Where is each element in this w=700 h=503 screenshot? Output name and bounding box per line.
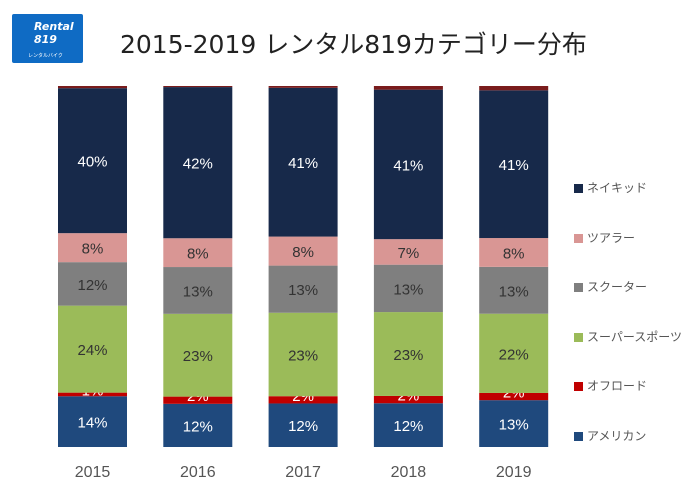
data-label: 41%: [499, 157, 529, 174]
bar-segment: [479, 90, 549, 239]
data-label: 13%: [499, 417, 529, 434]
legend-label: スクーター: [587, 280, 648, 294]
data-label: 12%: [288, 418, 318, 435]
bar-segment: [373, 239, 443, 265]
data-label: 42%: [183, 156, 213, 173]
data-label: 12%: [77, 277, 107, 294]
data-label: 41%: [393, 157, 423, 174]
data-label: 7%: [398, 245, 420, 262]
bar-segment: [268, 403, 338, 447]
data-label: 41%: [288, 155, 318, 172]
bar-segment: [58, 262, 127, 306]
bar-segment: [163, 87, 233, 239]
bar-segment: [163, 403, 233, 447]
brand-logo: Rental 819 レンタルバイク: [12, 14, 83, 63]
legend-item: スクーター: [574, 278, 647, 295]
bar-segment: [163, 267, 233, 314]
data-label: 24%: [77, 342, 107, 359]
bar-segment: [479, 86, 549, 91]
bar-segment: [58, 233, 127, 263]
x-tick-label: 2016: [180, 464, 216, 481]
bar-segment: [373, 395, 443, 404]
data-label: 8%: [503, 245, 525, 262]
legend-label: アメリカン: [587, 428, 647, 443]
data-label: 13%: [499, 283, 529, 300]
bar-segment: [373, 312, 443, 396]
data-label: 8%: [82, 241, 104, 258]
legend-swatch: [574, 233, 583, 243]
bar-segment: [58, 305, 127, 393]
data-label: 13%: [288, 282, 318, 299]
x-tick-label: 2018: [391, 464, 427, 481]
legend-label: オフロード: [587, 379, 648, 393]
data-label: 13%: [183, 283, 213, 300]
bar-segment: [479, 266, 549, 314]
legend-item: ツアラー: [574, 229, 635, 246]
legend-label: スーパースポーツ: [587, 329, 683, 344]
bar-segment: [479, 238, 549, 267]
bar-segment: [479, 400, 549, 447]
legend-swatch: [574, 332, 583, 342]
data-label: 12%: [183, 418, 213, 435]
bar-segment: [373, 403, 443, 447]
bar-segment: [479, 313, 549, 393]
legend-item: アメリカン: [574, 427, 646, 444]
bar-segment: [373, 89, 443, 240]
data-label: 23%: [183, 348, 213, 365]
bar-segment: [268, 312, 338, 397]
x-tick-label: 2017: [285, 464, 321, 481]
legend-label: ツアラー: [587, 230, 636, 245]
bar-segment: [58, 396, 127, 447]
legend-item: スーパースポーツ: [574, 328, 682, 345]
data-label: 14%: [77, 415, 107, 432]
data-label: 8%: [187, 246, 209, 263]
data-label: 23%: [393, 347, 423, 364]
x-tick-label: 2015: [75, 464, 111, 481]
bar-segment: [479, 392, 549, 401]
bar-segment: [373, 86, 443, 90]
bar-segment: [268, 396, 338, 404]
legend-swatch: [574, 382, 583, 391]
bar-segment: [58, 392, 127, 397]
data-label: 8%: [292, 244, 314, 261]
data-label: 22%: [499, 346, 529, 363]
legend-item: オフロード: [574, 377, 647, 394]
legend-swatch: [574, 431, 583, 441]
bar-segment: [268, 236, 338, 266]
legend-item: ネイキッド: [574, 179, 647, 196]
legend-label: ネイキッド: [587, 181, 648, 195]
x-tick-label: 2019: [496, 464, 532, 481]
bar-segment: [58, 88, 127, 234]
bar-segment: [163, 238, 233, 268]
bar-segment: [163, 313, 233, 397]
bar-segment: [268, 86, 338, 88]
chart-title: 2015-2019 レンタル819カテゴリー分布: [120, 30, 587, 59]
bar-segment: [163, 86, 233, 88]
logo-subtext: レンタルバイク: [28, 53, 63, 59]
bar-segment: [163, 396, 233, 404]
data-label: 23%: [288, 347, 318, 364]
bar-segment: [58, 86, 127, 89]
bar-segment: [268, 265, 338, 313]
data-label: 12%: [393, 418, 423, 435]
logo-text: Rental 819: [34, 20, 74, 46]
legend-swatch: [574, 184, 583, 193]
data-label: 13%: [393, 281, 423, 298]
bar-segment: [268, 87, 338, 237]
legend-swatch: [574, 283, 583, 292]
bar-segment: [373, 264, 443, 313]
data-label: 40%: [77, 154, 107, 171]
